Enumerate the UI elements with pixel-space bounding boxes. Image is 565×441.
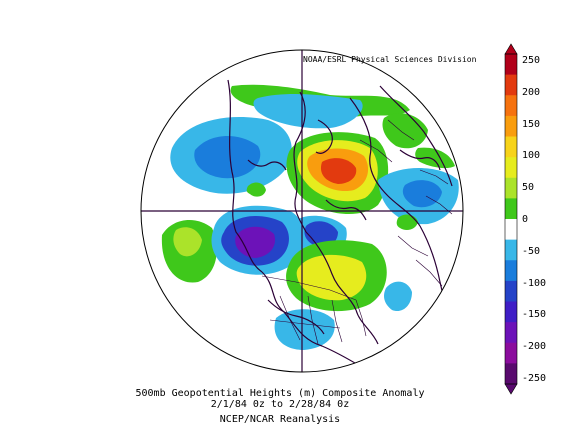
colorbar-segment	[505, 260, 517, 282]
colorbar-tick-label: 0	[522, 214, 529, 225]
positive-anomaly-northeast	[382, 113, 428, 149]
positive-anomaly-small-2	[396, 214, 418, 230]
colorbar-segment	[505, 342, 517, 364]
colorbar	[504, 43, 518, 395]
positive-anomaly-east-band	[415, 147, 455, 169]
colorbar-tick-label: 250	[522, 55, 541, 66]
map-caption-dates: 2/1/84 0z to 2/28/84 0z	[210, 399, 350, 410]
colorbar-segment	[505, 239, 517, 261]
colorbar-segment	[505, 198, 517, 220]
positive-anomaly-far-west-core	[173, 227, 202, 257]
colorbar-outline	[504, 53, 518, 385]
anomaly-fields	[161, 79, 459, 367]
colorbar-tick-label: -50	[522, 245, 541, 257]
colorbar-tick-label: 50	[522, 182, 535, 194]
colorbar-segment	[505, 115, 517, 137]
colorbar-tick-label: 150	[522, 118, 541, 130]
positive-anomaly-north-atlantic-core	[320, 158, 357, 184]
colorbar-tick-label: -200	[522, 341, 547, 353]
globe-outline	[140, 49, 464, 373]
colorbar-segment	[505, 219, 517, 241]
colorbar-segment	[505, 136, 517, 158]
colorbar-segment	[505, 95, 517, 117]
colorbar-segment	[505, 157, 517, 179]
negative-anomaly-alaska-core	[235, 226, 276, 258]
colorbar-segment	[505, 363, 517, 385]
positive-anomaly-small-1	[246, 182, 266, 197]
coastlines	[227, 79, 455, 367]
colorbar-top-arrow	[504, 43, 518, 55]
negative-anomaly-south-atlantic	[384, 281, 412, 312]
negative-anomaly-canada-core	[304, 221, 338, 248]
colorbar-tick-label: 100	[522, 150, 541, 162]
colorbar-segment	[505, 322, 517, 344]
colorbar-bottom-arrow	[504, 383, 518, 395]
credit-label: NOAA/ESRL Physical Sciences Division	[303, 55, 477, 64]
colorbar-segment	[505, 280, 517, 302]
colorbar-tick-label: -150	[522, 309, 547, 321]
colorbar-segment	[505, 74, 517, 96]
colorbar-tick-label: -250	[522, 373, 547, 384]
negative-anomaly-west-pacific-core	[194, 135, 261, 179]
colorbar-segment	[505, 177, 517, 199]
colorbar-tick-label: 200	[522, 86, 541, 98]
map-caption-source: NCEP/NCAR Reanalysis	[219, 414, 341, 425]
colorbar-segment	[505, 54, 517, 76]
negative-anomaly-arctic	[253, 94, 363, 129]
colorbar-segment	[505, 301, 517, 323]
negative-anomaly-east-core	[402, 180, 442, 208]
map-caption-title: 500mb Geopotential Heights (m) Composite…	[135, 388, 425, 399]
colorbar-tick-label: -100	[522, 277, 547, 289]
positive-anomaly-eastern-north-america-core	[296, 254, 367, 301]
